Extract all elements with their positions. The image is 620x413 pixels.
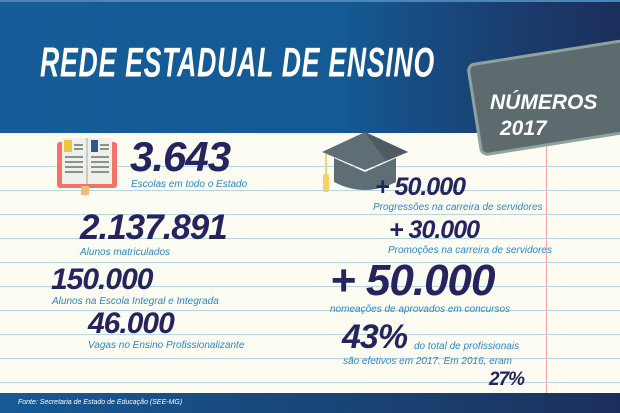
graduation-cap-icon bbox=[322, 132, 408, 192]
students-label: Alunos matriculados bbox=[80, 247, 171, 258]
page-title: REDE ESTADUAL DE ENSINO bbox=[40, 38, 435, 86]
vagas-value: 46.000 bbox=[88, 307, 175, 340]
progressoes-label: Progressões na carreira de servidores bbox=[373, 202, 543, 213]
efetivos-value: 43% bbox=[342, 318, 408, 356]
efetivos-previous: 27% bbox=[489, 369, 525, 390]
integral-label: Alunos na Escola Integral e Integrada bbox=[52, 296, 219, 307]
promocoes-label: Promoções na carreira de servidores bbox=[388, 245, 552, 256]
schools-value: 3.643 bbox=[130, 133, 231, 180]
schools-label: Escolas em todo o Estado bbox=[131, 179, 248, 190]
nomeacoes-label: nomeações de aprovados em concursos bbox=[330, 304, 511, 315]
margin-line bbox=[546, 30, 547, 393]
tag-line1: NÚMEROS bbox=[490, 91, 598, 114]
efetivos-label-2: são efetivos em 2017. Em 2016, eram bbox=[343, 356, 512, 367]
integral-value: 150.000 bbox=[51, 263, 153, 296]
footer-band: Fonte: Secretaria de Estado de Educação … bbox=[0, 393, 620, 413]
vagas-label: Vagas no Ensino Profissionalizante bbox=[88, 340, 245, 351]
progressoes-value: + 50.000 bbox=[375, 173, 466, 201]
tag-line2: 2017 bbox=[500, 117, 547, 140]
efetivos-label-1: do total de profissionais bbox=[414, 341, 520, 352]
year-tag-text: NÚMEROS 2017 bbox=[490, 90, 597, 142]
nomeacoes-value: + 50.000 bbox=[330, 256, 495, 305]
students-value: 2.137.891 bbox=[80, 208, 228, 247]
book-icon bbox=[57, 138, 117, 195]
source-note: Fonte: Secretaria de Estado de Educação … bbox=[18, 399, 183, 406]
promocoes-value: + 30.000 bbox=[389, 216, 480, 244]
